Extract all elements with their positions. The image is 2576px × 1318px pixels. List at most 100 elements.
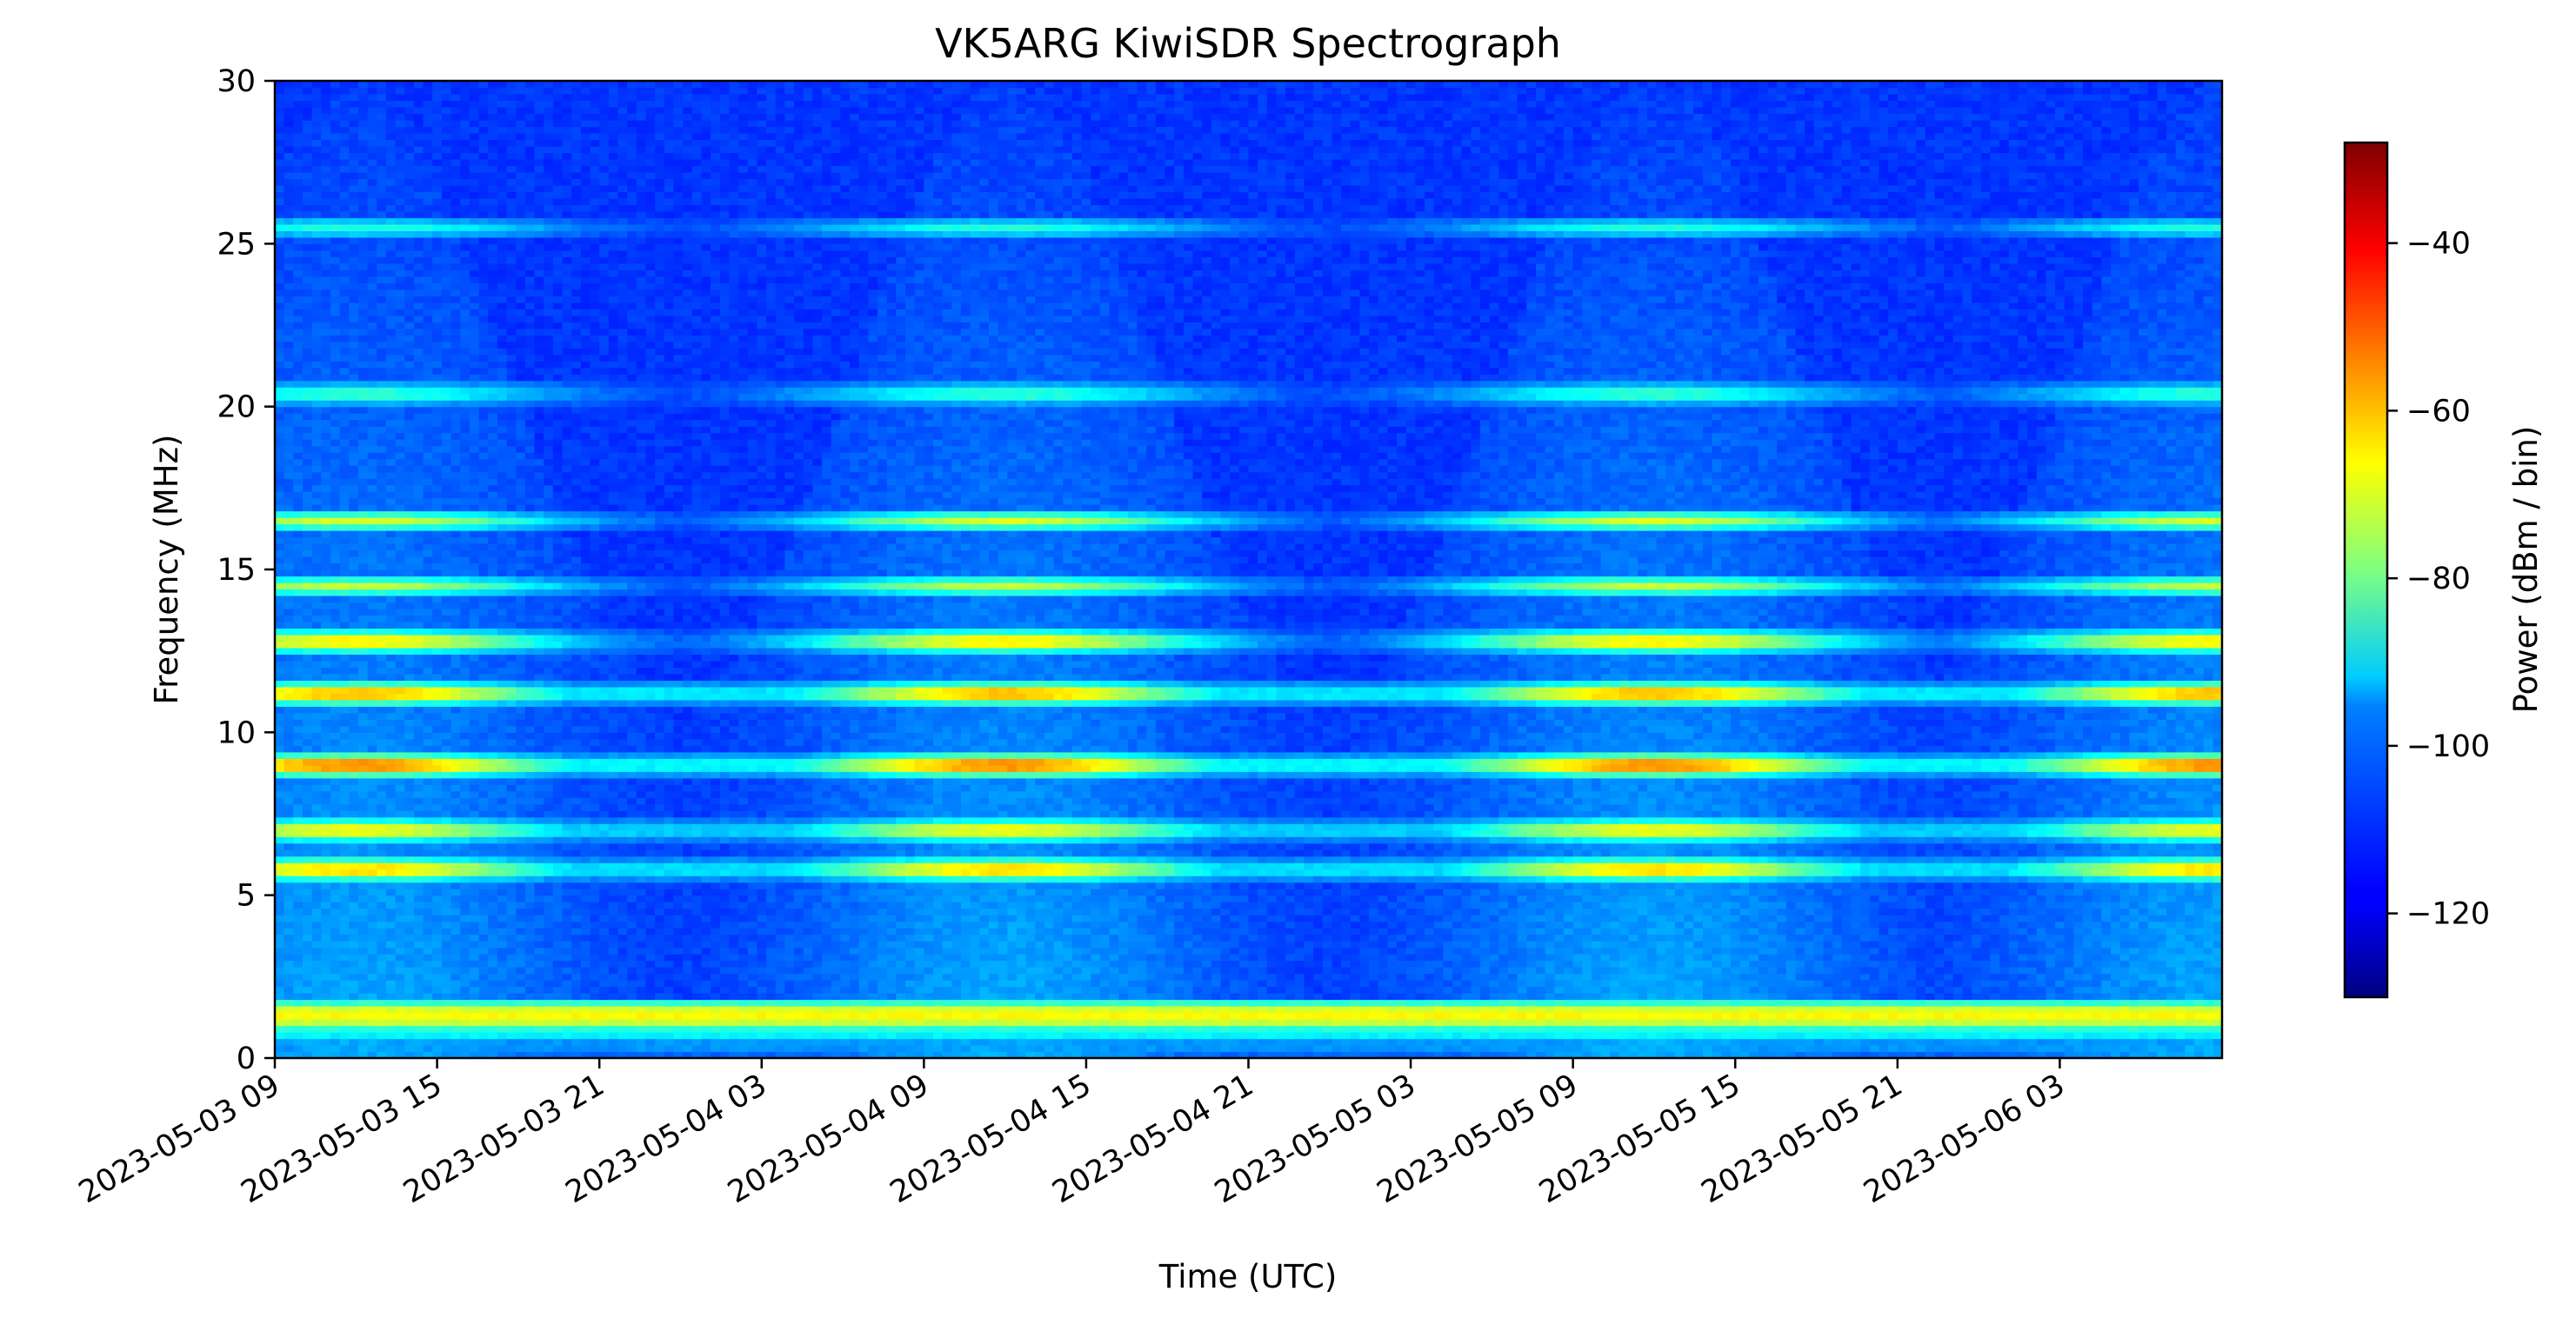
heatmap-cell [284, 752, 294, 759]
heatmap-cell [284, 895, 294, 902]
heatmap-cell [275, 915, 284, 922]
heatmap-cell [284, 922, 294, 929]
heatmap-cell [275, 713, 284, 720]
heatmap-cell [303, 230, 312, 237]
heatmap-cell [284, 204, 294, 211]
heatmap-cell [303, 862, 312, 869]
heatmap-cell [293, 778, 303, 785]
heatmap-cell [293, 387, 303, 394]
heatmap-cell [303, 387, 312, 394]
heatmap-cell [303, 504, 312, 511]
heatmap-cell [275, 817, 284, 824]
heatmap-cell [293, 87, 303, 94]
heatmap-cell [303, 472, 312, 479]
heatmap-cell [275, 530, 284, 537]
heatmap-cell [275, 165, 284, 172]
heatmap-cell [303, 719, 312, 726]
heatmap-cell [284, 381, 294, 388]
heatmap-cell [312, 987, 322, 994]
heatmap-cell [303, 361, 312, 368]
heatmap-cell [275, 355, 284, 362]
heatmap-cell [275, 706, 284, 713]
heatmap-cell [284, 556, 294, 563]
heatmap-cell [293, 420, 303, 427]
heatmap-cell [275, 967, 284, 974]
heatmap-cell [293, 100, 303, 107]
heatmap-cell [284, 882, 294, 889]
heatmap-cell [293, 530, 303, 537]
heatmap-cell [293, 537, 303, 544]
heatmap-cell [284, 830, 294, 837]
heatmap-cell [275, 303, 284, 310]
heatmap-cell [303, 342, 312, 349]
heatmap-cell [284, 765, 294, 772]
heatmap-cell [293, 524, 303, 531]
heatmap-cell [293, 1032, 303, 1039]
heatmap-cell [312, 1026, 322, 1033]
heatmap-cell [284, 374, 294, 381]
heatmap-cell [284, 987, 294, 994]
heatmap-cell [284, 954, 294, 961]
heatmap-cell [293, 843, 303, 850]
heatmap-cell [275, 348, 284, 355]
heatmap-cell [284, 596, 294, 602]
heatmap-cell [293, 368, 303, 375]
heatmap-cell [284, 433, 294, 440]
heatmap-cell [303, 1013, 312, 1020]
heatmap-cell [275, 504, 284, 511]
heatmap-cell [284, 361, 294, 368]
heatmap-cell [303, 641, 312, 648]
heatmap-cell [303, 439, 312, 446]
heatmap-cell [275, 980, 284, 987]
heatmap-cell [303, 849, 312, 856]
heatmap-cell [303, 836, 312, 843]
heatmap-cell [303, 889, 312, 895]
heatmap-cell [293, 635, 303, 642]
heatmap-cell [275, 1032, 284, 1039]
heatmap-cell [275, 875, 284, 882]
heatmap-cell [275, 928, 284, 935]
heatmap-cell [293, 198, 303, 205]
heatmap-cell [303, 355, 312, 362]
heatmap-cell [303, 1019, 312, 1026]
heatmap-cell [284, 667, 294, 674]
heatmap-cell [293, 407, 303, 414]
heatmap-cell [303, 582, 312, 589]
heatmap-cell [284, 543, 294, 550]
heatmap-cell [293, 758, 303, 765]
heatmap-cell [284, 1032, 294, 1039]
heatmap-cell [303, 329, 312, 336]
heatmap-cell [275, 849, 284, 856]
heatmap-cell [275, 478, 284, 485]
heatmap-cell [293, 256, 303, 263]
heatmap-cell [284, 243, 294, 250]
heatmap-cell [303, 485, 312, 492]
heatmap-cell [303, 680, 312, 687]
heatmap-cell [284, 875, 294, 882]
heatmap-cell [293, 771, 303, 778]
heatmap-cell [275, 602, 284, 609]
heatmap-cell [275, 974, 284, 981]
heatmap-cell [284, 693, 294, 700]
heatmap-cell [284, 1006, 294, 1013]
heatmap-cell [303, 589, 312, 596]
heatmap-cell [293, 680, 303, 687]
heatmap-cell [275, 862, 284, 869]
heatmap-cell [303, 556, 312, 563]
heatmap-cell [275, 550, 284, 557]
heatmap-cell [284, 563, 294, 570]
heatmap-cell [284, 700, 294, 707]
heatmap-cell [303, 687, 312, 694]
heatmap-cell [275, 439, 284, 446]
heatmap-cell [284, 635, 294, 642]
heatmap-cell [303, 172, 312, 179]
heatmap-cell [284, 817, 294, 824]
heatmap-cell [293, 1039, 303, 1046]
heatmap-cell [284, 628, 294, 635]
heatmap-cell [284, 472, 294, 479]
heatmap-cell [275, 719, 284, 726]
heatmap-cell [293, 452, 303, 459]
heatmap-cell [293, 191, 303, 198]
heatmap-cell [275, 836, 284, 843]
heatmap-cell [284, 113, 294, 120]
